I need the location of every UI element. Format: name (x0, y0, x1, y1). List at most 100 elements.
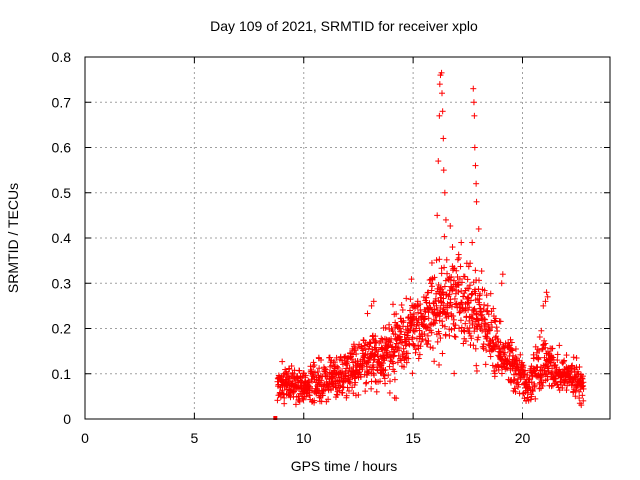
data-point (407, 326, 414, 333)
data-point (459, 279, 466, 286)
data-point (483, 347, 490, 354)
data-point (393, 395, 400, 402)
data-point (281, 394, 288, 401)
data-point (425, 315, 432, 322)
data-point (486, 327, 493, 334)
data-point (559, 360, 566, 367)
data-point (421, 331, 428, 338)
data-point (508, 339, 515, 346)
data-point (350, 341, 357, 348)
data-point (450, 316, 457, 323)
data-point (498, 280, 505, 287)
data-point (483, 292, 490, 299)
y-tick-label: 0.3 (52, 275, 72, 291)
data-point (353, 350, 360, 357)
data-point (439, 350, 446, 357)
data-point (424, 332, 431, 339)
data-point (416, 327, 423, 334)
data-point (346, 387, 353, 394)
data-point (448, 273, 455, 280)
data-point (452, 322, 459, 329)
data-point (334, 363, 341, 370)
data-point (371, 372, 378, 379)
y-tick-label: 0.7 (52, 94, 72, 110)
data-point (497, 318, 504, 325)
data-point (519, 359, 526, 366)
data-point (455, 255, 462, 262)
data-point (287, 394, 294, 401)
data-point (498, 370, 505, 377)
data-point (544, 376, 551, 383)
data-point (491, 373, 498, 380)
data-point (336, 377, 343, 384)
data-point (422, 308, 429, 315)
data-point (464, 276, 471, 283)
data-point (447, 222, 454, 229)
data-point (487, 353, 494, 360)
data-point (473, 198, 480, 205)
data-point (382, 366, 389, 373)
data-point (472, 267, 479, 274)
data-point (542, 298, 549, 305)
y-tick-label: 0.1 (52, 366, 72, 382)
data-point (543, 289, 550, 296)
data-point (528, 393, 535, 400)
data-point (423, 299, 430, 306)
data-point (333, 391, 340, 398)
data-point (540, 302, 547, 309)
data-point (365, 359, 372, 366)
data-point (493, 333, 500, 340)
data-point (526, 375, 533, 382)
data-point (465, 263, 472, 270)
data-point (472, 290, 479, 297)
data-point (507, 336, 514, 343)
data-point (437, 304, 444, 311)
data-point (458, 288, 465, 295)
data-point (409, 317, 416, 324)
data-point (541, 337, 548, 344)
data-point (377, 378, 384, 385)
data-point (398, 357, 405, 364)
data-point (461, 290, 468, 297)
data-point (477, 290, 484, 297)
data-point (421, 315, 428, 322)
data-point (520, 362, 527, 369)
data-point (367, 339, 374, 346)
data-point (504, 365, 511, 372)
data-point (462, 320, 469, 327)
data-point (425, 289, 432, 296)
data-point (452, 334, 459, 341)
data-point (461, 273, 468, 280)
data-point (549, 345, 556, 352)
data-point (510, 377, 517, 384)
data-point (449, 244, 456, 251)
data-point (428, 280, 435, 287)
y-tick-label: 0.2 (52, 321, 72, 337)
data-point (471, 144, 478, 151)
y-axis-label: SRMTID / TECUs (5, 183, 21, 293)
data-point (405, 355, 412, 362)
data-point (389, 327, 396, 334)
data-point (509, 347, 516, 354)
data-point (439, 289, 446, 296)
data-point (473, 362, 480, 369)
data-point (363, 379, 370, 386)
data-point (572, 393, 579, 400)
data-point (435, 158, 442, 165)
data-point (453, 267, 460, 274)
data-point (322, 366, 329, 373)
data-point (395, 347, 402, 354)
data-point (578, 402, 585, 409)
y-tick-label: 0.4 (52, 230, 72, 246)
data-point (434, 307, 441, 314)
data-point (470, 342, 477, 349)
data-point (485, 311, 492, 318)
data-point (424, 340, 431, 347)
data-point (438, 69, 445, 76)
data-point (448, 326, 455, 333)
data-point (390, 360, 397, 367)
data-point (467, 260, 474, 267)
data-point (335, 364, 342, 371)
data-point (545, 369, 552, 376)
